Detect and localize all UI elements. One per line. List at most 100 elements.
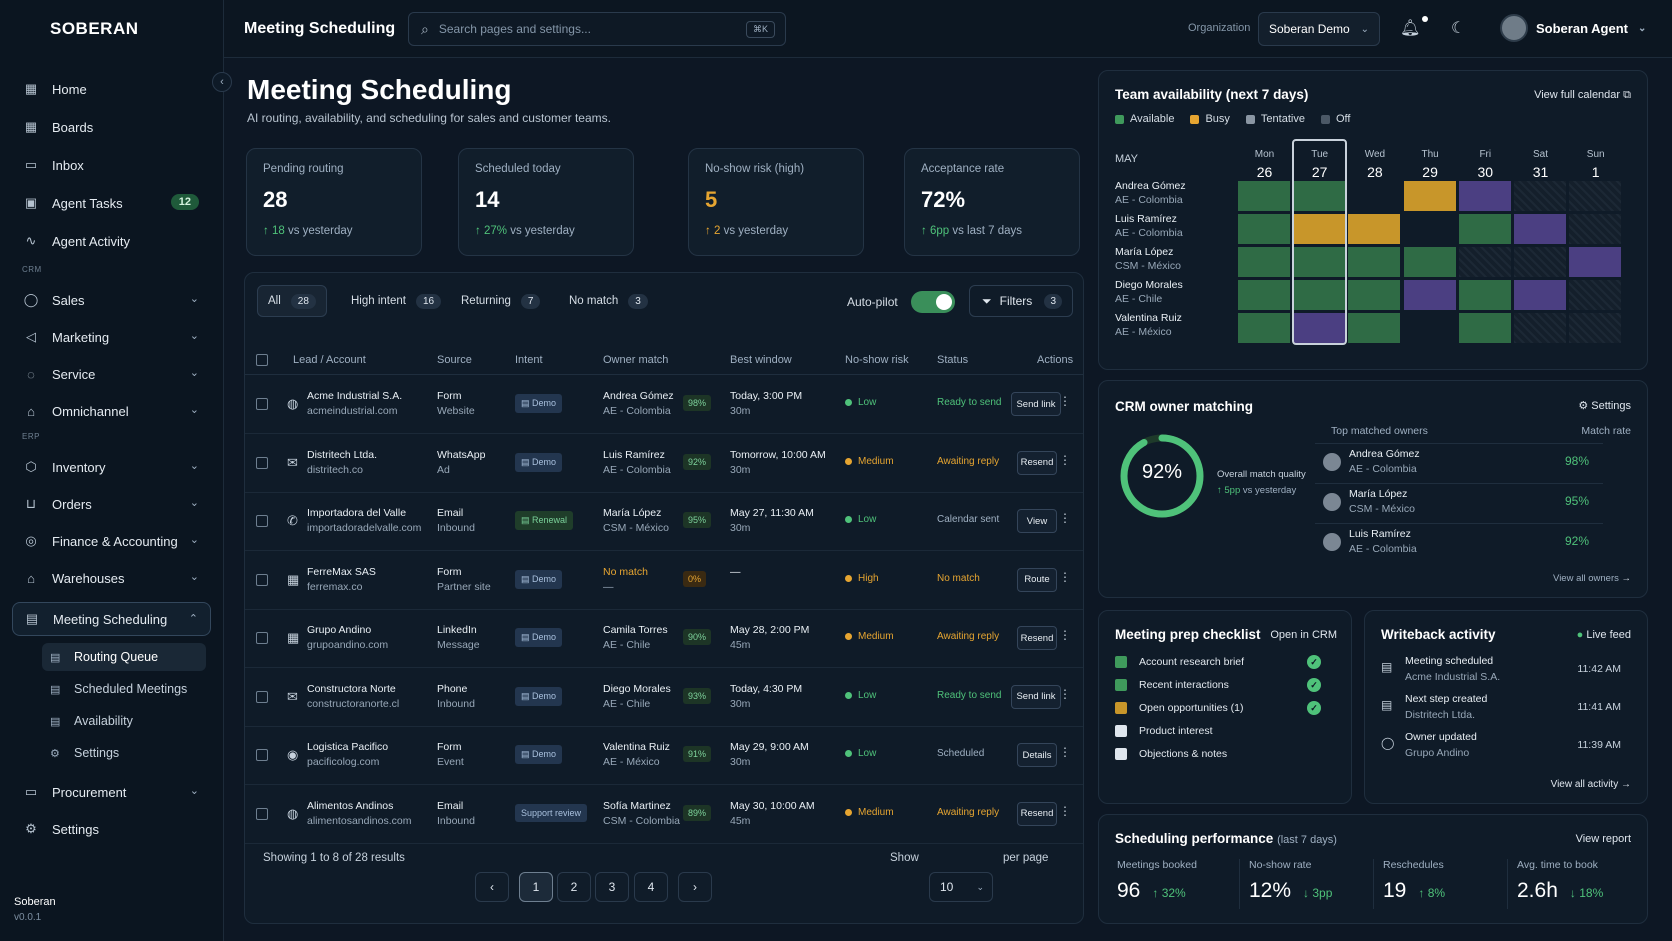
more-icon[interactable]: ⋮ [1059,803,1071,818]
tab-returning[interactable]: Returning 7 [451,285,550,317]
checklist-item[interactable]: Account research brief [1115,653,1244,671]
row-action-button[interactable]: View [1017,509,1057,533]
checklist-item[interactable]: Recent interactions [1115,676,1229,694]
availability-cell[interactable] [1403,214,1456,244]
tab-high-intent[interactable]: High intent 16 [341,285,451,317]
availability-cell[interactable] [1348,214,1401,244]
org-select[interactable]: Soberan Demo ⌄ [1258,12,1380,46]
sidebar-item-omnichannel[interactable]: ⌂ Omnichannel ⌄ [12,394,211,428]
search-input[interactable]: ⌕ Search pages and settings... ⌘K [408,12,786,46]
sidebar-item-sales[interactable]: ◯ Sales ⌄ [12,283,211,317]
crm-settings-link[interactable]: ⚙ Settings [1578,399,1631,412]
table-row[interactable]: ▦ Grupo Andino grupoandino.com LinkedIn Me… [245,610,1083,668]
availability-cell[interactable] [1569,181,1622,211]
lead-name[interactable]: Logistica Pacifico [307,741,389,753]
sidebar-sub-scheduled-meetings[interactable]: ▤ Scheduled Meetings [42,675,206,703]
row-action-button[interactable]: Route [1017,567,1057,592]
collapse-sidebar-button[interactable]: ‹ [212,72,232,92]
availability-cell[interactable] [1293,247,1346,277]
availability-cell[interactable] [1238,280,1290,310]
moon-icon[interactable]: ☾ [1451,20,1466,37]
availability-cell[interactable] [1293,313,1346,343]
sidebar-item-procurement[interactable]: ▭ Procurement ⌄ [12,775,211,809]
row-checkbox[interactable] [256,807,268,820]
sidebar-item-agent-activity[interactable]: ∿ Agent Activity [12,224,211,258]
availability-cell[interactable] [1458,214,1511,244]
availability-cell[interactable] [1238,313,1290,343]
row-action-button[interactable]: Details [1017,743,1057,767]
lead-name[interactable]: Grupo Andino [307,624,372,636]
page-3-button[interactable]: 3 [595,872,629,902]
more-icon[interactable]: ⋮ [1059,686,1071,701]
sidebar-item-inventory[interactable]: ⬡ Inventory ⌄ [12,450,211,484]
more-icon[interactable]: ⋮ [1059,511,1071,525]
page-1-button[interactable]: 1 [519,872,553,902]
sidebar-item-inbox[interactable]: ▭ Inbox [12,148,211,182]
table-row[interactable]: ✆ Importadora del Valle importadoradelval… [245,493,1083,551]
availability-cell[interactable] [1569,247,1622,277]
sidebar-item-warehouses[interactable]: ⌂ Warehouses ⌄ [12,561,211,595]
availability-cell[interactable] [1458,313,1511,343]
lead-name[interactable]: Constructora Norte [307,682,396,695]
lead-name[interactable]: FerreMax SAS [307,565,376,578]
more-icon[interactable]: ⋮ [1059,569,1071,584]
select-all-checkbox[interactable] [256,354,268,366]
availability-cell[interactable] [1293,181,1346,211]
sidebar-item-meeting-scheduling[interactable]: ▤ Meeting Scheduling ⌃ [12,602,211,636]
sidebar-sub-settings[interactable]: ⚙ Settings [42,739,206,767]
row-action-button[interactable]: Send link [1011,392,1061,416]
row-action-button[interactable]: Resend [1017,450,1057,475]
availability-cell[interactable] [1569,313,1622,343]
view-report-link[interactable]: View report [1575,833,1631,845]
availability-cell[interactable] [1514,313,1566,343]
checklist-item[interactable]: Product interest [1115,722,1213,740]
more-icon[interactable]: ⋮ [1059,394,1071,408]
sidebar-sub-availability[interactable]: ▤ Availability [42,707,206,735]
table-row[interactable]: ◉ Logistica Pacifico pacificolog.com Form… [245,727,1083,785]
sidebar-sub-routing-queue[interactable]: ▤ Routing Queue [42,643,206,671]
availability-cell[interactable] [1293,214,1346,244]
availability-cell[interactable] [1514,280,1566,310]
sidebar-item-marketing[interactable]: ◁ Marketing ⌄ [12,320,211,354]
availability-cell[interactable] [1514,214,1566,244]
page-2-button[interactable]: 2 [557,872,591,902]
tab-no-match[interactable]: No match 3 [559,285,658,317]
matched-owner-row[interactable]: Andrea Gómez AE - Colombia 98% [1315,443,1603,479]
autopilot-toggle[interactable] [911,291,955,313]
table-row[interactable]: ◍ Alimentos Andinos alimentosandinos.com … [245,786,1083,844]
prev-page-button[interactable]: ‹ [475,872,509,902]
more-icon[interactable]: ⋮ [1059,628,1071,642]
row-checkbox[interactable] [256,690,268,703]
lead-name[interactable]: Importadora del Valle [307,507,407,519]
checklist-item[interactable]: Objections & notes [1115,745,1227,763]
table-row[interactable]: ◍ Acme Industrial S.A. acmeindustrial.com… [245,376,1083,434]
availability-cell[interactable] [1403,181,1456,211]
row-checkbox[interactable] [256,515,268,527]
lead-name[interactable]: Acme Industrial S.A. [307,390,403,402]
more-icon[interactable]: ⋮ [1059,745,1071,759]
availability-cell[interactable] [1348,313,1401,343]
availability-cell[interactable] [1514,247,1566,277]
matched-owner-row[interactable]: María López CSM - México 95% [1315,483,1603,519]
sidebar-item-home[interactable]: ▦ Home [12,72,211,106]
availability-cell[interactable] [1348,280,1401,310]
availability-cell[interactable] [1458,247,1511,277]
open-in-crm-link[interactable]: Open in CRM [1270,629,1337,641]
page-4-button[interactable]: 4 [634,872,668,902]
availability-cell[interactable] [1348,247,1401,277]
availability-cell[interactable] [1403,247,1456,277]
view-full-calendar-link[interactable]: View full calendar ⧉ [1534,89,1631,102]
availability-cell[interactable] [1569,280,1622,310]
lead-name[interactable]: Distritech Ltda. [307,448,378,461]
lead-name[interactable]: Alimentos Andinos [307,799,394,812]
availability-cell[interactable] [1458,280,1511,310]
row-checkbox[interactable] [256,398,268,410]
availability-cell[interactable] [1403,313,1456,343]
row-checkbox[interactable] [256,456,268,469]
view-all-owners-link[interactable]: View all owners → [1553,573,1631,584]
availability-cell[interactable] [1458,181,1511,211]
more-icon[interactable]: ⋮ [1059,452,1071,467]
sidebar-item-orders[interactable]: ⊔ Orders ⌄ [12,487,211,521]
per-page-select[interactable]: 10 ⌄ [929,872,993,902]
next-page-button[interactable]: › [678,872,712,902]
